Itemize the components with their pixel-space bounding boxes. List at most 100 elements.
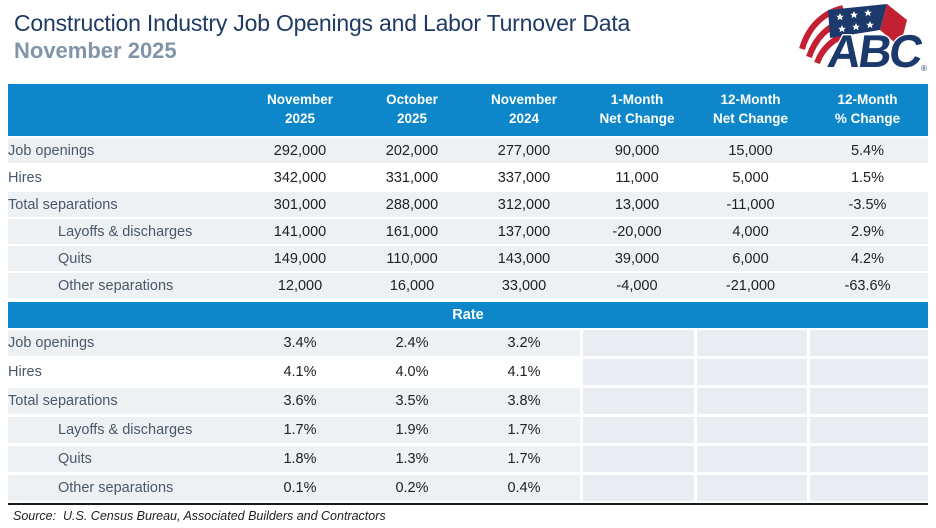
value-cell: 143,000	[468, 246, 580, 273]
rate-section-header: Rate	[8, 300, 928, 330]
value-cell: 16,000	[356, 273, 468, 300]
value-cell: -4,000	[580, 273, 694, 300]
value-cell: 4.2%	[807, 246, 928, 273]
empty-cell	[694, 388, 807, 417]
value-cell: 0.2%	[356, 475, 468, 504]
value-cell: 1.8%	[244, 446, 356, 475]
empty-cell	[807, 388, 928, 417]
value-cell: 110,000	[356, 246, 468, 273]
value-cell: 3.5%	[356, 388, 468, 417]
empty-cell	[807, 359, 928, 388]
row-label: Hires	[8, 165, 244, 192]
empty-cell	[694, 475, 807, 504]
value-cell: 4,000	[694, 219, 807, 246]
value-cell: 0.1%	[244, 475, 356, 504]
table-row-hires: Hires 4.1% 4.0% 4.1%	[8, 359, 928, 388]
flag-band	[880, 4, 907, 47]
empty-cell	[694, 417, 807, 446]
row-label: Quits	[8, 246, 244, 273]
value-cell: 331,000	[356, 165, 468, 192]
value-cell: 202,000	[356, 138, 468, 165]
value-cell: 161,000	[356, 219, 468, 246]
empty-cell	[580, 475, 694, 504]
jolts-table: November 2025 October 2025 November 2024…	[8, 84, 928, 504]
table-row-job-openings: Job openings 292,000 202,000 277,000 90,000 1…	[8, 138, 928, 165]
table-row-job-openings: Job openings 3.4% 2.4% 3.2%	[8, 330, 928, 359]
empty-cell	[580, 388, 694, 417]
value-cell: 4.0%	[356, 359, 468, 388]
row-label: Other separations	[8, 475, 244, 504]
value-cell: 15,000	[694, 138, 807, 165]
row-label: Total separations	[8, 388, 244, 417]
row-label: Other separations	[8, 273, 244, 300]
header-cell-october-2025: October 2025	[356, 84, 468, 138]
header-cell-1-month-net-change: 1-Month Net Change	[580, 84, 694, 138]
value-cell: 1.7%	[468, 446, 580, 475]
empty-cell	[807, 417, 928, 446]
header-cell-november-2025: November 2025	[244, 84, 356, 138]
row-label: Layoffs & discharges	[8, 219, 244, 246]
rate-band: Rate	[8, 300, 928, 330]
value-cell: 5.4%	[807, 138, 928, 165]
page-title: Construction Industry Job Openings and L…	[14, 10, 631, 36]
value-cell: 4.1%	[468, 359, 580, 388]
empty-cell	[694, 446, 807, 475]
table-row-layoffs-discharges: Layoffs & discharges 141,000 161,000 137,00…	[8, 219, 928, 246]
page-subtitle: November 2025	[14, 38, 177, 63]
value-cell: 277,000	[468, 138, 580, 165]
row-label: Job openings	[8, 138, 244, 165]
empty-cell	[694, 330, 807, 359]
logo-text: ABC	[825, 25, 927, 73]
value-cell: 292,000	[244, 138, 356, 165]
registered-mark: ®	[921, 64, 927, 73]
value-cell: 3.4%	[244, 330, 356, 359]
row-label: Quits	[8, 446, 244, 475]
value-cell: 312,000	[468, 192, 580, 219]
value-cell: 137,000	[468, 219, 580, 246]
empty-cell	[580, 446, 694, 475]
value-cell: 13,000	[580, 192, 694, 219]
value-cell: 90,000	[580, 138, 694, 165]
value-cell: 1.9%	[356, 417, 468, 446]
empty-cell	[694, 359, 807, 388]
table-header-row: November 2025 October 2025 November 2024…	[8, 84, 928, 138]
value-cell: 3.6%	[244, 388, 356, 417]
value-cell: 39,000	[580, 246, 694, 273]
value-cell: -63.6%	[807, 273, 928, 300]
empty-cell	[807, 475, 928, 504]
empty-cell	[580, 330, 694, 359]
table-row-quits: Quits 149,000 110,000 143,000 39,000 6,000 4.2…	[8, 246, 928, 273]
table-row-layoffs-discharges: Layoffs & discharges 1.7% 1.9% 1.7%	[8, 417, 928, 446]
header-cell-12-month-net-change: 12-Month Net Change	[694, 84, 807, 138]
value-cell: 3.2%	[468, 330, 580, 359]
table-row-hires: Hires 342,000 331,000 337,000 11,000 5,000 1.5…	[8, 165, 928, 192]
header-cell-12-month-pct-change: 12-Month % Change	[807, 84, 928, 138]
value-cell: 0.4%	[468, 475, 580, 504]
table-row-total-separations: Total separations 3.6% 3.5% 3.8%	[8, 388, 928, 417]
value-cell: 2.4%	[356, 330, 468, 359]
value-cell: 288,000	[356, 192, 468, 219]
value-cell: 33,000	[468, 273, 580, 300]
empty-cell	[807, 446, 928, 475]
value-cell: 2.9%	[807, 219, 928, 246]
value-cell: 1.5%	[807, 165, 928, 192]
row-label: Total separations	[8, 192, 244, 219]
table-row-other-separations: Other separations 0.1% 0.2% 0.4%	[8, 475, 928, 504]
value-cell: -11,000	[694, 192, 807, 219]
value-cell: 149,000	[244, 246, 356, 273]
row-label: Layoffs & discharges	[8, 417, 244, 446]
row-label: Hires	[8, 359, 244, 388]
value-cell: 12,000	[244, 273, 356, 300]
table-row-total-separations: Total separations 301,000 288,000 312,000 13…	[8, 192, 928, 219]
value-cell: 5,000	[694, 165, 807, 192]
value-cell: 337,000	[468, 165, 580, 192]
rate-section: Job openings 3.4% 2.4% 3.2% Hires 4.1% 4.0% 4.1…	[8, 330, 928, 504]
source-note: Source: U.S. Census Bureau, Associated B…	[13, 509, 386, 523]
abc-logo: ABC ®	[799, 4, 927, 73]
value-cell: 6,000	[694, 246, 807, 273]
source-divider	[8, 503, 928, 505]
header-cell-november-2024: November 2024	[468, 84, 580, 138]
value-cell: 342,000	[244, 165, 356, 192]
empty-cell	[580, 417, 694, 446]
value-cell: 3.8%	[468, 388, 580, 417]
